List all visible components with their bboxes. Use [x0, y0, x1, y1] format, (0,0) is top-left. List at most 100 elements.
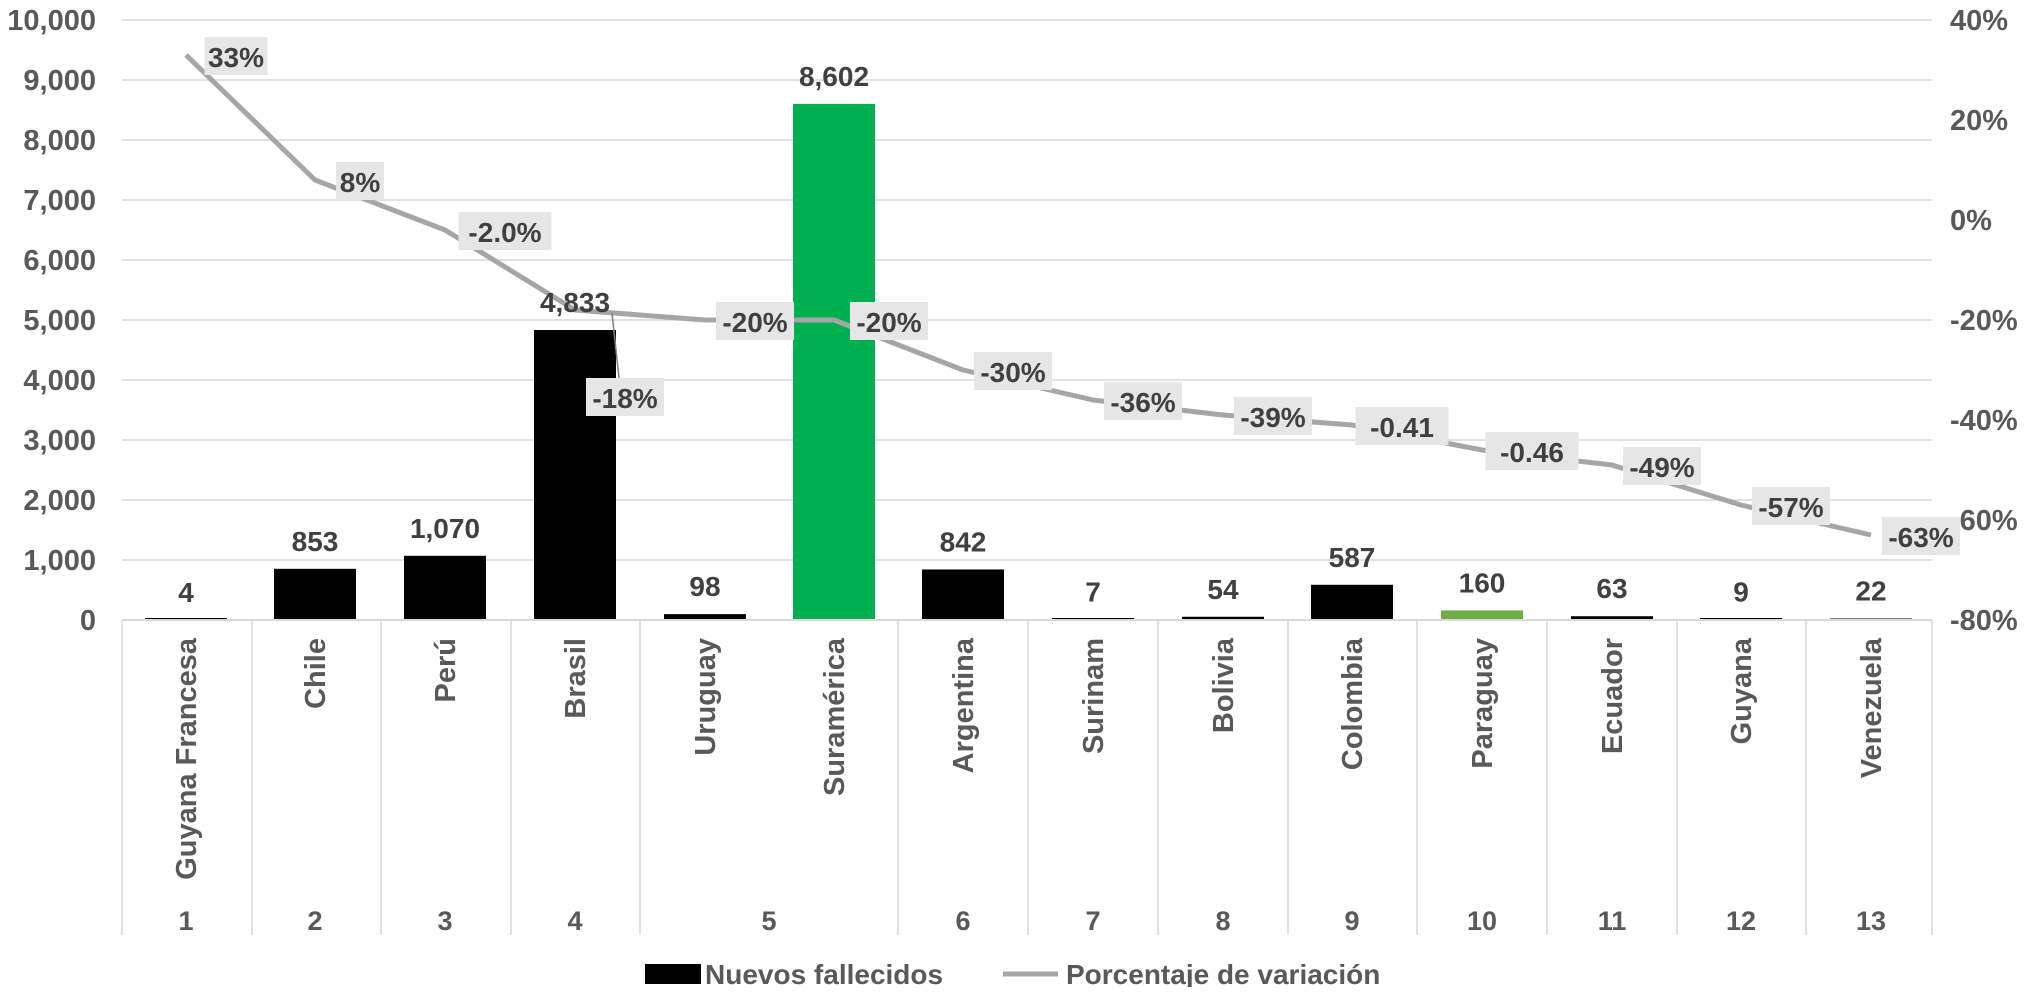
x-axis-category-label: Argentina	[948, 637, 980, 773]
x-axis-rank-label: 9	[1344, 906, 1359, 936]
y-axis-tick-label: 1,000	[23, 545, 96, 577]
x-axis-category-label: Bolivia	[1208, 637, 1240, 733]
bar-value-label: 587	[1329, 542, 1376, 573]
line-value-label: -57%	[1758, 492, 1823, 523]
legend-label-line: Porcentaje de variación	[1066, 959, 1380, 987]
line-label-box	[1623, 447, 1701, 485]
line-value-label: -39%	[1240, 402, 1305, 433]
line-value-label: 33%	[208, 42, 264, 73]
bar	[922, 569, 1004, 620]
bar	[534, 330, 616, 620]
y-axis-tick-label: 5,000	[23, 305, 96, 337]
x-axis-rank-label: 13	[1856, 906, 1886, 936]
x-axis-category-label: Ecuador	[1597, 638, 1629, 754]
bar-value-label: 8,602	[799, 61, 869, 92]
y2-axis-tick-label: 40%	[1950, 5, 2008, 37]
bar-value-label: 9	[1733, 576, 1749, 607]
x-axis-rank-label: 11	[1598, 906, 1627, 936]
legend-label-bars: Nuevos fallecidos	[705, 959, 943, 987]
y-axis-tick-label: 10,000	[7, 5, 96, 37]
gridlines	[122, 19, 1932, 561]
bar-value-label: 160	[1459, 567, 1506, 598]
line-series-path	[184, 53, 1872, 538]
line-value-label: -2.0%	[468, 217, 541, 248]
x-axis-rank-label: 5	[761, 906, 776, 936]
line-label-box	[1752, 487, 1830, 525]
line-value-label: -30%	[980, 357, 1045, 388]
line-label-box	[716, 302, 794, 340]
x-axis-category-label: Colombia	[1337, 637, 1369, 770]
y2-axis-tick-label: -60%	[1950, 505, 2018, 537]
line-value-label: 8%	[340, 167, 381, 198]
bar-value-label: 4,833	[540, 287, 610, 318]
x-axis-rank-label: 8	[1215, 906, 1230, 936]
line-label-box	[1234, 397, 1312, 435]
line-label-box	[850, 302, 928, 340]
line-label-box	[1104, 382, 1182, 420]
line-value-label: -0.41	[1370, 412, 1434, 443]
bar-value-label: 842	[940, 526, 987, 557]
bar	[1441, 610, 1523, 620]
y2-axis-tick-label: 0%	[1950, 205, 1992, 237]
line-value-label: -18%	[592, 383, 657, 414]
x-axis-rank-label: 1	[178, 906, 193, 936]
bar-value-label: 98	[689, 571, 720, 602]
x-axis-category-label: Guyana Francesa	[171, 637, 203, 880]
bar-value-label: 54	[1207, 574, 1239, 605]
x-axis-category-label: Guyana	[1726, 637, 1758, 744]
x-axis-category-label: Perú	[430, 638, 462, 702]
y2-axis-tick-label: -40%	[1950, 405, 2018, 437]
x-axis-rank-label: 4	[567, 906, 582, 936]
bar-value-label: 22	[1855, 576, 1886, 607]
line-value-label: -36%	[1110, 387, 1175, 418]
bar-value-label: 7	[1085, 577, 1101, 608]
y-axis-tick-label: 6,000	[23, 245, 96, 277]
x-axis-rank-label: 7	[1085, 906, 1100, 936]
line-label-box	[974, 352, 1052, 390]
line-label-box	[336, 162, 384, 200]
y2-axis-tick-label: -20%	[1950, 305, 2018, 337]
y-axis-tick-label: 4,000	[23, 365, 96, 397]
x-axis-rank-label: 6	[955, 906, 970, 936]
bar-series	[145, 103, 1912, 620]
x-axis-category-label: Brasil	[560, 638, 592, 719]
line-label-box	[204, 37, 268, 75]
line-label-box	[1882, 517, 1960, 555]
line-value-label: -63%	[1888, 522, 1953, 553]
bar-value-label: 63	[1596, 573, 1627, 604]
line-value-label: -20%	[722, 307, 787, 338]
line-value-label: -49%	[1629, 452, 1694, 483]
y2-axis-tick-label: 20%	[1950, 105, 2008, 137]
bar	[404, 555, 486, 620]
line-value-label: -20%	[856, 307, 921, 338]
x-axis-category-label: Chile	[300, 638, 332, 709]
leader-line	[611, 312, 620, 379]
y-axis-tick-label: 7,000	[23, 185, 96, 217]
bar	[1311, 584, 1393, 620]
line-label-box	[1485, 432, 1579, 470]
bar	[664, 614, 746, 620]
y-axis-tick-label: 3,000	[23, 425, 96, 457]
line-series	[184, 53, 1872, 538]
line-label-box	[458, 212, 552, 250]
x-axis-category-label: Surinam	[1078, 638, 1110, 754]
bar	[1182, 616, 1264, 620]
x-axis-category-label: Uruguay	[690, 638, 722, 756]
axes: 0 1,000 2,000 3,000 4,000 5,000 6,000 7,000 8,00…	[7, 5, 2018, 936]
x-axis-category-label: Venezuela	[1856, 637, 1888, 778]
bar	[793, 103, 875, 620]
x-axis-category-label: Suramérica	[819, 637, 851, 796]
y-axis-tick-label: 2,000	[23, 485, 96, 517]
bar-value-label: 853	[292, 526, 339, 557]
legend-swatch-bars	[645, 964, 701, 984]
x-axis-rank-label: 10	[1467, 906, 1497, 936]
y-axis-tick-label: 8,000	[23, 125, 96, 157]
y-axis-tick-label: 0	[80, 605, 96, 637]
line-value-label: -0.46	[1500, 437, 1564, 468]
legend: Nuevos fallecidos Porcentaje de variación	[645, 959, 1380, 990]
x-axis-rank-label: 2	[307, 906, 322, 936]
y2-axis-tick-label: -80%	[1950, 605, 2018, 637]
x-axis-category-label: Paraguay	[1467, 638, 1499, 769]
